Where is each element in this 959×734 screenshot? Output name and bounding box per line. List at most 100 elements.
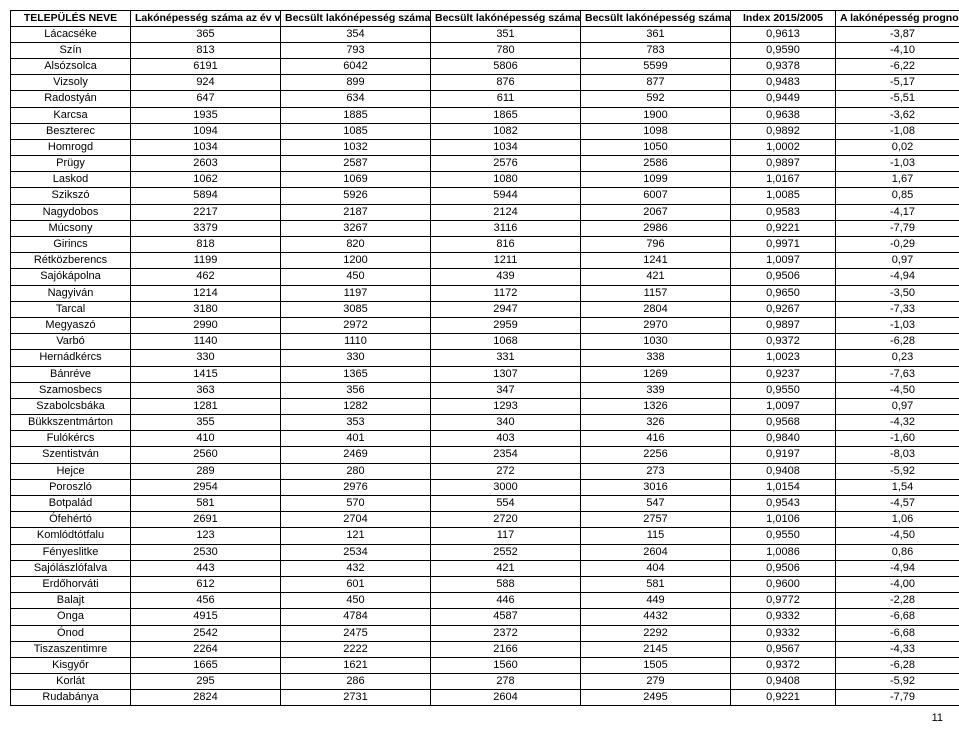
value-cell: 2972 bbox=[281, 317, 431, 333]
value-cell: 1,0086 bbox=[731, 544, 836, 560]
value-cell: 6007 bbox=[581, 188, 731, 204]
table-row: Nagydobos22172187212420670,9583-4,17 bbox=[11, 204, 959, 220]
value-cell: 2124 bbox=[431, 204, 581, 220]
value-cell: 1214 bbox=[131, 285, 281, 301]
value-cell: -7,33 bbox=[836, 301, 959, 317]
value-cell: 1050 bbox=[581, 139, 731, 155]
settlement-name: Rétközberencs bbox=[11, 253, 131, 269]
value-cell: 449 bbox=[581, 593, 731, 609]
value-cell: -4,17 bbox=[836, 204, 959, 220]
value-cell: 570 bbox=[281, 496, 431, 512]
table-row: Tiszaszentimre22642222216621450,9567-4,3… bbox=[11, 641, 959, 657]
value-cell: 353 bbox=[281, 415, 431, 431]
table-header: TELEPÜLÉS NEVELakónépesség száma az év v… bbox=[11, 11, 959, 27]
value-cell: -6,22 bbox=[836, 58, 959, 74]
value-cell: -5,17 bbox=[836, 75, 959, 91]
table-row: Szikszó58945926594460071,00850,85 bbox=[11, 188, 959, 204]
value-cell: 1,0085 bbox=[731, 188, 836, 204]
value-cell: 421 bbox=[581, 269, 731, 285]
settlement-name: Prügy bbox=[11, 156, 131, 172]
value-cell: 780 bbox=[431, 42, 581, 58]
value-cell: -4,32 bbox=[836, 415, 959, 431]
value-cell: 286 bbox=[281, 674, 431, 690]
value-cell: 1560 bbox=[431, 657, 581, 673]
value-cell: 0,97 bbox=[836, 398, 959, 414]
value-cell: 2145 bbox=[581, 641, 731, 657]
value-cell: 2166 bbox=[431, 641, 581, 657]
table-row: Nagyiván12141197117211570,9650-3,50 bbox=[11, 285, 959, 301]
table-row: Lácacséke3653543513610,9613-3,87 bbox=[11, 26, 959, 42]
settlement-name: Balajt bbox=[11, 593, 131, 609]
table-row: Fulókércs4104014034160,9840-1,60 bbox=[11, 431, 959, 447]
value-cell: 813 bbox=[131, 42, 281, 58]
value-cell: 0,9613 bbox=[731, 26, 836, 42]
value-cell: 1935 bbox=[131, 107, 281, 123]
value-cell: 581 bbox=[131, 496, 281, 512]
value-cell: 123 bbox=[131, 528, 281, 544]
settlement-name: Poroszló bbox=[11, 479, 131, 495]
value-cell: 0,9506 bbox=[731, 560, 836, 576]
settlement-name: Szentistván bbox=[11, 447, 131, 463]
value-cell: 2187 bbox=[281, 204, 431, 220]
value-cell: 0,23 bbox=[836, 350, 959, 366]
settlement-name: Karcsa bbox=[11, 107, 131, 123]
table-row: Múcsony33793267311629860,9221-7,79 bbox=[11, 220, 959, 236]
settlement-name: Laskod bbox=[11, 172, 131, 188]
value-cell: 4784 bbox=[281, 609, 431, 625]
table-row: Homrogd10341032103410501,00020,02 bbox=[11, 139, 959, 155]
value-cell: 1098 bbox=[581, 123, 731, 139]
value-cell: 1,0097 bbox=[731, 398, 836, 414]
value-cell: 1085 bbox=[281, 123, 431, 139]
table-row: Varbó11401110106810300,9372-6,28 bbox=[11, 334, 959, 350]
value-cell: 601 bbox=[281, 576, 431, 592]
value-cell: 1365 bbox=[281, 366, 431, 382]
value-cell: 4432 bbox=[581, 609, 731, 625]
value-cell: 2495 bbox=[581, 690, 731, 706]
value-cell: -1,03 bbox=[836, 317, 959, 333]
value-cell: 363 bbox=[131, 382, 281, 398]
value-cell: 3379 bbox=[131, 220, 281, 236]
value-cell: 0,86 bbox=[836, 544, 959, 560]
table-row: Ófehértó26912704272027571,01061,06 bbox=[11, 512, 959, 528]
value-cell: 588 bbox=[431, 576, 581, 592]
value-cell: 1,0023 bbox=[731, 350, 836, 366]
value-cell: 1211 bbox=[431, 253, 581, 269]
value-cell: -4,50 bbox=[836, 382, 959, 398]
value-cell: 347 bbox=[431, 382, 581, 398]
settlement-name: Kisgyőr bbox=[11, 657, 131, 673]
settlement-name: Fényeslitke bbox=[11, 544, 131, 560]
settlement-name: Radostyán bbox=[11, 91, 131, 107]
value-cell: 2947 bbox=[431, 301, 581, 317]
value-cell: 3000 bbox=[431, 479, 581, 495]
value-cell: 1,06 bbox=[836, 512, 959, 528]
value-cell: 2587 bbox=[281, 156, 431, 172]
value-cell: 1032 bbox=[281, 139, 431, 155]
table-row: Szabolcsbáka12811282129313261,00970,97 bbox=[11, 398, 959, 414]
table-row: Onga49154784458744320,9332-6,68 bbox=[11, 609, 959, 625]
column-header-3: Becsült lakónépesség száma 2015 bbox=[431, 11, 581, 27]
settlement-name: Ófehértó bbox=[11, 512, 131, 528]
value-cell: -1,60 bbox=[836, 431, 959, 447]
value-cell: 0,85 bbox=[836, 188, 959, 204]
value-cell: -1,03 bbox=[836, 156, 959, 172]
table-row: Szín8137937807830,9590-4,10 bbox=[11, 42, 959, 58]
value-cell: 796 bbox=[581, 237, 731, 253]
value-cell: 456 bbox=[131, 593, 281, 609]
table-row: Komlódtótfalu1231211171150,9550-4,50 bbox=[11, 528, 959, 544]
value-cell: 2970 bbox=[581, 317, 731, 333]
table-row: Korlát2952862782790,9408-5,92 bbox=[11, 674, 959, 690]
value-cell: 351 bbox=[431, 26, 581, 42]
value-cell: 331 bbox=[431, 350, 581, 366]
value-cell: 1034 bbox=[131, 139, 281, 155]
settlement-name: Komlódtótfalu bbox=[11, 528, 131, 544]
table-body: Lácacséke3653543513610,9613-3,87Szín8137… bbox=[11, 26, 959, 706]
value-cell: 1068 bbox=[431, 334, 581, 350]
table-row: Botpalád5815705545470,9543-4,57 bbox=[11, 496, 959, 512]
settlement-name: Onga bbox=[11, 609, 131, 625]
value-cell: 818 bbox=[131, 237, 281, 253]
value-cell: 3116 bbox=[431, 220, 581, 236]
value-cell: 354 bbox=[281, 26, 431, 42]
value-cell: 0,9590 bbox=[731, 42, 836, 58]
settlement-name: Lácacséke bbox=[11, 26, 131, 42]
table-row: Beszterec10941085108210980,9892-1,08 bbox=[11, 123, 959, 139]
